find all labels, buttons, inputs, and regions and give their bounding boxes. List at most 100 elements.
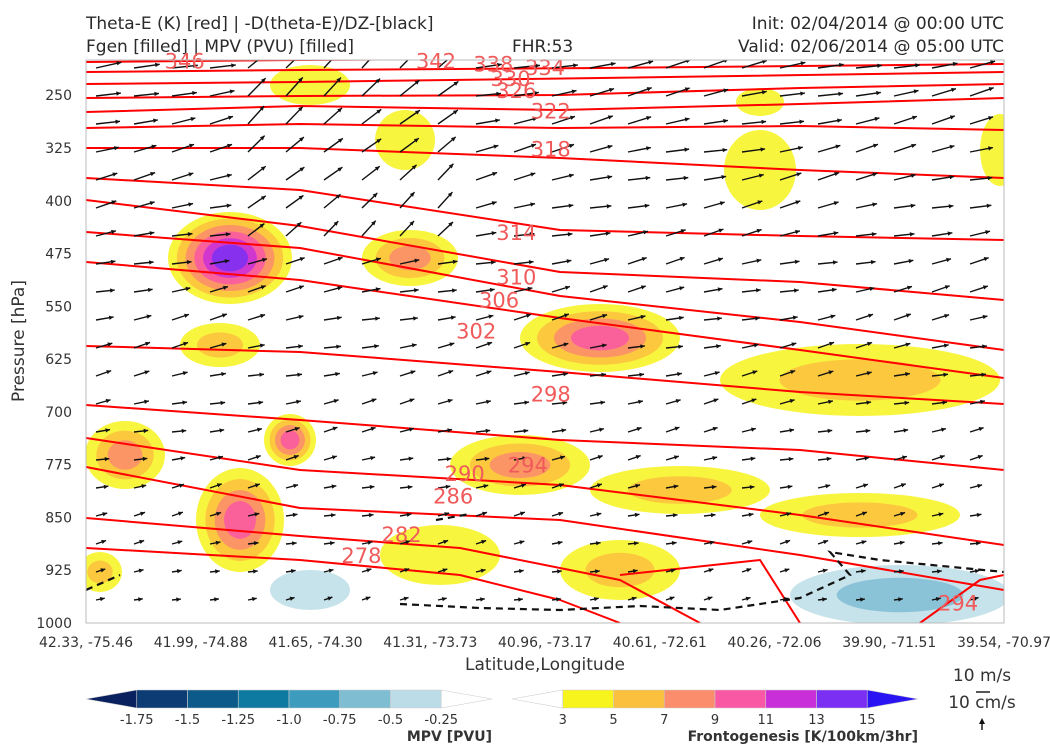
fill-contour — [836, 577, 964, 613]
wind-vector-head — [189, 143, 195, 148]
wind-vector-head — [300, 50, 305, 55]
wind-vector-head — [838, 62, 844, 68]
wind-vector-head — [607, 115, 613, 120]
wind-vector-head — [797, 146, 803, 151]
wind-vector-head — [480, 597, 485, 602]
wind-vector-head — [988, 87, 994, 92]
wind-vector-head — [596, 512, 602, 517]
wind-vector-head — [448, 163, 454, 169]
theta-e-label: 286 — [433, 484, 473, 508]
valid-time: Valid: 02/06/2014 @ 05:00 UTC — [738, 37, 1004, 57]
wind-vector-head — [800, 61, 806, 66]
wind-vector-head — [604, 257, 610, 263]
x-tick-label: 41.31, -73.73 — [383, 635, 477, 651]
fill-contour — [107, 440, 143, 470]
wind-vector-head — [176, 597, 181, 602]
wind-vector-head — [644, 203, 650, 209]
wind-vector-head — [563, 313, 569, 318]
wind-vector-head — [899, 569, 904, 574]
wind-vector-head — [822, 597, 827, 602]
wind-vector-head — [526, 313, 531, 318]
wind-vector-head — [832, 260, 838, 265]
wind-vector-head — [753, 343, 759, 348]
wind-vector-head — [872, 202, 878, 207]
wind-vector-head — [716, 344, 721, 349]
wind-vector-head — [685, 60, 691, 64]
wind-vector-head — [910, 203, 916, 208]
wind-vector-head — [877, 63, 882, 68]
wind-vector-head — [480, 568, 486, 573]
colorbar-swatch — [714, 689, 767, 709]
wind-vector-head — [869, 286, 875, 291]
wind-vector-head — [870, 260, 876, 265]
wind-vector-head — [673, 484, 679, 489]
wind-vector-head — [915, 63, 920, 68]
wind-vector-head — [861, 540, 867, 545]
wind-vector-head — [149, 201, 155, 206]
wind-vector-head — [259, 105, 265, 111]
wind-vector-head — [674, 426, 680, 431]
y-tick-label: 400 — [45, 194, 72, 210]
wind-vector-head — [112, 172, 118, 177]
wind-vector-head — [409, 398, 415, 403]
wind-vector-head — [636, 426, 642, 432]
colorbar-tick-label: 11 — [757, 713, 774, 728]
wind-vector-head — [366, 568, 372, 573]
theta-e-label: 282 — [382, 523, 422, 547]
wind-vector-head — [524, 400, 530, 405]
wind-vector-head — [568, 203, 574, 208]
x-tick-label: 42.33, -75.46 — [39, 635, 133, 651]
wind-vector-head — [982, 344, 987, 349]
wind-vector-head — [371, 220, 376, 226]
wind-vector-head — [567, 232, 573, 237]
wind-vector-head — [481, 539, 487, 545]
wind-vector-head — [556, 597, 561, 602]
wind-vector-head — [634, 512, 640, 518]
wind-vector-head — [937, 569, 942, 574]
wind-vector-head — [290, 568, 296, 574]
wind-vector-head — [445, 484, 451, 490]
wind-vector-head — [148, 260, 154, 265]
wind-vector-head — [518, 569, 524, 574]
wind-vector-head — [404, 568, 410, 573]
wind-vector-head — [723, 88, 729, 93]
wind-vector-head — [485, 428, 491, 434]
wind-vector-head — [524, 371, 530, 376]
wind-vector-head — [602, 285, 608, 290]
wind-vector-head — [558, 483, 564, 488]
y-tick-label: 475 — [45, 247, 72, 263]
wind-vector-head — [596, 483, 602, 488]
wind-vector-head — [482, 511, 488, 516]
wind-vector-head — [370, 426, 376, 432]
wind-vector-head — [762, 60, 767, 64]
wind-vector-head — [115, 119, 121, 124]
wind-vector-head — [193, 63, 198, 68]
wind-vector-head — [375, 49, 380, 54]
wind-vector-head — [866, 400, 872, 405]
wind-vector-head — [640, 314, 646, 320]
wind-vector-head — [146, 314, 152, 319]
wind-vector-head — [837, 118, 842, 123]
wind-vector-head — [403, 596, 409, 601]
wind-vector-head — [299, 167, 305, 172]
wind-vector-head — [413, 288, 419, 293]
colorbar-swatch — [187, 689, 239, 709]
wind-vector-head — [110, 288, 115, 293]
wind-vector-head — [104, 456, 110, 462]
wind-vector-head — [709, 540, 715, 545]
wind-vector-head — [833, 201, 839, 206]
wind-vector-head — [527, 286, 533, 292]
wind-vector-head — [253, 541, 259, 546]
wind-vector-head — [188, 172, 194, 177]
wind-vector-head — [944, 285, 950, 290]
wind-vector-head — [757, 200, 763, 205]
wind-vector-head — [113, 146, 119, 151]
wind-vector-head — [907, 285, 912, 290]
fill-contour — [389, 245, 431, 271]
wind-vector-head — [376, 109, 382, 114]
wind-vector-head — [610, 61, 616, 67]
theta-e-label: 314 — [496, 221, 536, 245]
wind-vector-head — [824, 511, 830, 516]
fill-contour — [571, 325, 629, 351]
wind-vector-head — [184, 313, 189, 318]
